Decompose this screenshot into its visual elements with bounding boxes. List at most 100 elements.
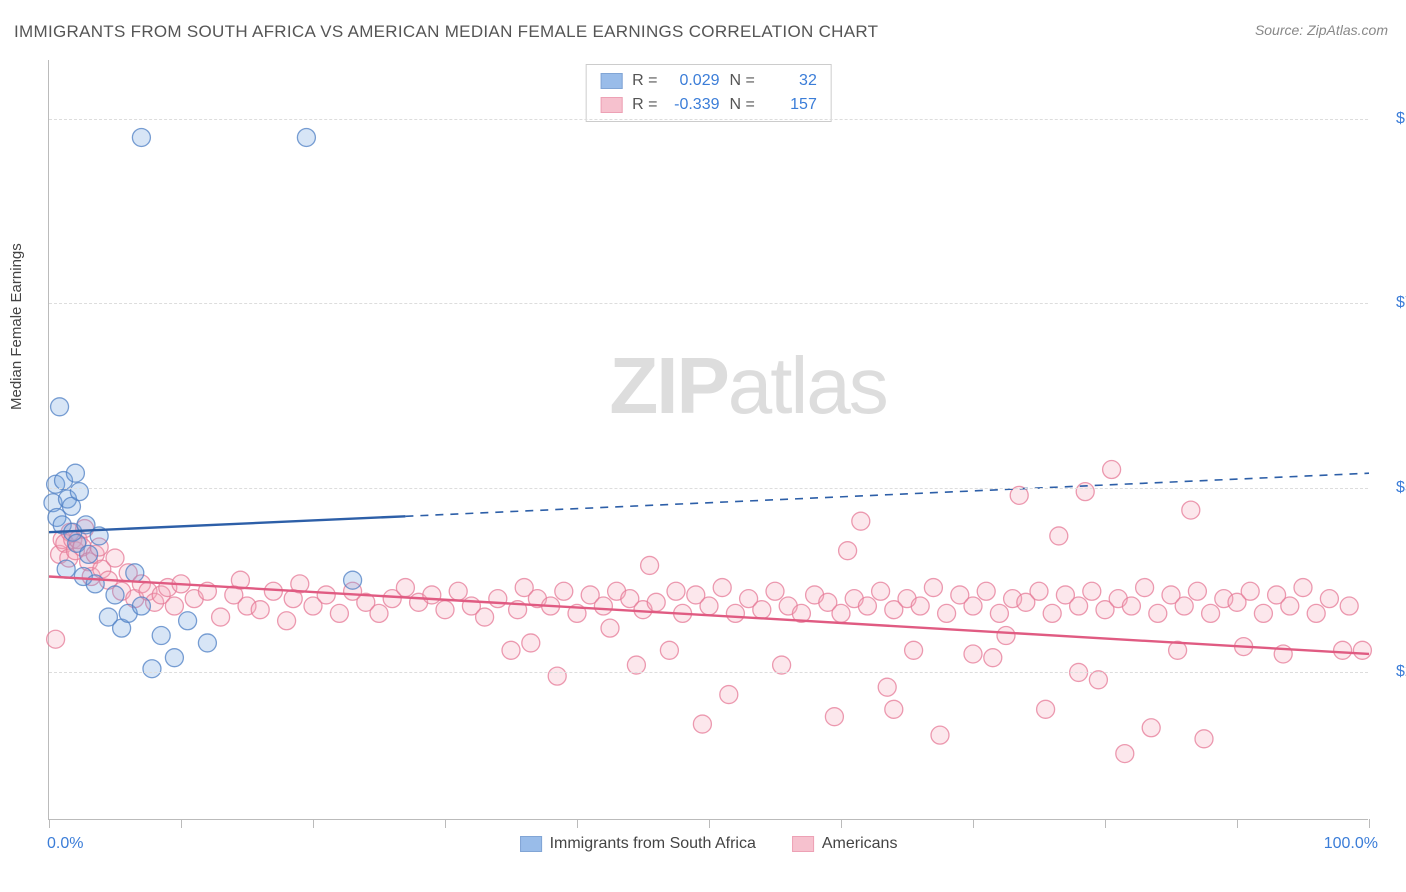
source-attribution: Source: ZipAtlas.com — [1255, 22, 1388, 38]
xtick — [445, 819, 446, 828]
data-point — [1083, 582, 1101, 600]
xtick — [1105, 819, 1106, 828]
chart-plot-area: ZIPatlas R = 0.029 N = 32 R = -0.339 N =… — [48, 60, 1368, 820]
ytick-label: $75,000 — [1378, 294, 1406, 312]
xtick — [973, 819, 974, 828]
data-point — [700, 597, 718, 615]
data-point — [964, 597, 982, 615]
data-point — [251, 601, 269, 619]
data-point — [57, 560, 75, 578]
legend-item-series-b: Americans — [792, 835, 898, 853]
xtick — [841, 819, 842, 828]
x-axis-min-label: 0.0% — [47, 835, 83, 853]
xtick — [1237, 819, 1238, 828]
data-point — [911, 597, 929, 615]
data-point — [297, 128, 315, 146]
data-point — [1294, 579, 1312, 597]
data-point — [1188, 582, 1206, 600]
data-point — [1030, 582, 1048, 600]
data-point — [601, 619, 619, 637]
xtick — [49, 819, 50, 828]
trend-line-extrapolated — [405, 473, 1369, 516]
gridline — [49, 488, 1368, 489]
data-point — [1195, 730, 1213, 748]
y-axis-label: Median Female Earnings — [8, 243, 25, 410]
data-point — [713, 579, 731, 597]
data-point — [1050, 527, 1068, 545]
data-point — [522, 634, 540, 652]
chart-svg — [49, 60, 1368, 819]
data-point — [647, 593, 665, 611]
data-point — [396, 579, 414, 597]
data-point — [70, 483, 88, 501]
xtick — [577, 819, 578, 828]
data-point — [51, 398, 69, 416]
trend-line-people — [49, 516, 405, 532]
stats-row-series-a: R = 0.029 N = 32 — [600, 69, 817, 93]
data-point — [165, 649, 183, 667]
data-point — [1122, 597, 1140, 615]
data-point — [720, 686, 738, 704]
data-point — [126, 564, 144, 582]
data-point — [264, 582, 282, 600]
legend-item-series-a: Immigrants from South Africa — [520, 835, 756, 853]
data-point — [931, 726, 949, 744]
data-point — [278, 612, 296, 630]
data-point — [667, 582, 685, 600]
data-point — [753, 601, 771, 619]
r-label-a: R = — [632, 69, 657, 93]
data-point — [489, 590, 507, 608]
ytick-label: $25,000 — [1378, 663, 1406, 681]
n-value-a: 32 — [765, 69, 817, 93]
r-value-a: 0.029 — [668, 69, 720, 93]
data-point — [660, 641, 678, 659]
data-point — [423, 586, 441, 604]
data-point — [693, 715, 711, 733]
data-point — [86, 575, 104, 593]
data-point — [179, 612, 197, 630]
data-point — [106, 549, 124, 567]
data-point — [997, 627, 1015, 645]
legend-label-a: Immigrants from South Africa — [550, 835, 756, 853]
legend-label-b: Americans — [822, 835, 898, 853]
data-point — [1334, 641, 1352, 659]
xtick — [1369, 819, 1370, 828]
legend-swatch-a — [520, 836, 542, 852]
xtick — [709, 819, 710, 828]
ytick-label: $100,000 — [1378, 110, 1406, 128]
swatch-series-a — [600, 73, 622, 89]
swatch-series-b — [600, 97, 622, 113]
n-label-b: N = — [730, 93, 755, 117]
data-point — [212, 608, 230, 626]
data-point — [1136, 579, 1154, 597]
data-point — [858, 597, 876, 615]
data-point — [106, 586, 124, 604]
data-point — [924, 579, 942, 597]
data-point — [66, 464, 84, 482]
data-point — [476, 608, 494, 626]
data-point — [977, 582, 995, 600]
data-point — [152, 627, 170, 645]
data-point — [1307, 604, 1325, 622]
legend-swatch-b — [792, 836, 814, 852]
data-point — [1241, 582, 1259, 600]
data-point — [165, 597, 183, 615]
data-point — [198, 634, 216, 652]
data-point — [766, 582, 784, 600]
data-point — [1254, 604, 1272, 622]
stats-row-series-b: R = -0.339 N = 157 — [600, 93, 817, 117]
data-point — [436, 601, 454, 619]
data-point — [1149, 604, 1167, 622]
data-point — [990, 604, 1008, 622]
data-point — [872, 582, 890, 600]
data-point — [878, 678, 896, 696]
data-point — [1340, 597, 1358, 615]
data-point — [370, 604, 388, 622]
data-point — [317, 586, 335, 604]
data-point — [1116, 745, 1134, 763]
data-point — [832, 604, 850, 622]
data-point — [555, 582, 573, 600]
data-point — [773, 656, 791, 674]
xtick — [313, 819, 314, 828]
data-point — [885, 700, 903, 718]
